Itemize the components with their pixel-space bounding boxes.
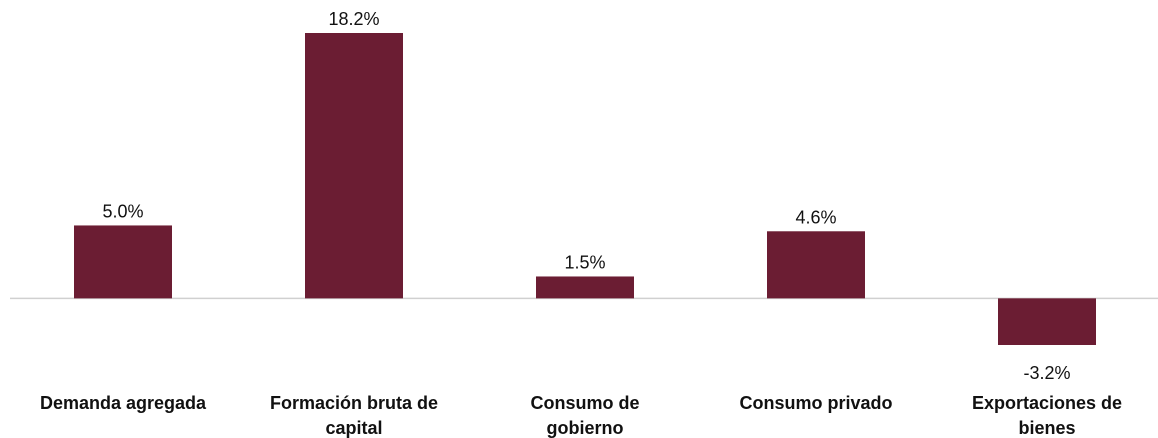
value-label: 1.5% [564, 252, 605, 272]
x-tick-label: Consumo de gobierno [530, 393, 640, 438]
bar [305, 33, 403, 299]
bar [767, 231, 865, 299]
value-label: 5.0% [102, 201, 143, 221]
x-tick-label: Demanda agregada [39, 393, 207, 413]
x-tick-label: Consumo privado [739, 393, 893, 413]
bar [74, 225, 172, 299]
x-tick-label: Exportaciones de bienes [971, 393, 1123, 438]
value-label: -3.2% [1023, 363, 1070, 383]
bar [536, 276, 634, 299]
value-label: 4.6% [795, 207, 836, 227]
x-tick-label: Formación bruta de capital [269, 393, 439, 438]
bar [998, 298, 1096, 345]
value-label: 18.2% [328, 9, 379, 29]
